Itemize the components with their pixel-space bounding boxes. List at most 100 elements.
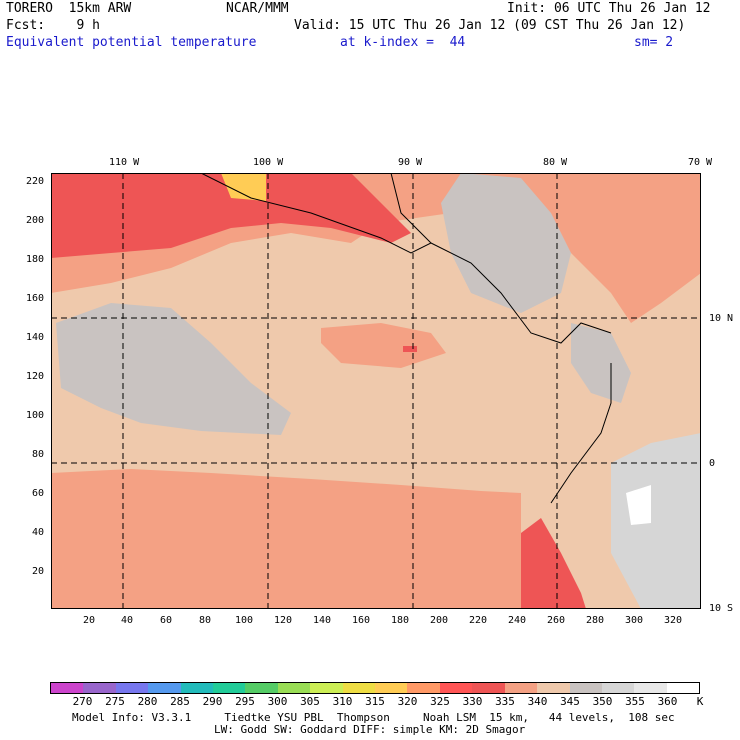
colorbar-swatch: [375, 683, 408, 693]
colorbar-swatch: [51, 683, 84, 693]
lat-label: 0: [709, 458, 716, 469]
colorbar-label: 300: [267, 695, 288, 708]
y-tick: 180: [26, 254, 45, 265]
valid-time: Valid: 15 UTC Thu 26 Jan 12 (09 CST Thu …: [294, 18, 686, 33]
x-tick: 200: [430, 615, 449, 626]
colorbar-label: 350: [592, 695, 613, 708]
colorbar-label: 360: [657, 695, 678, 708]
institution-label: NCAR/MMM: [226, 1, 289, 16]
colorbar-label: 275: [105, 695, 125, 708]
colorbar-swatch: [569, 683, 602, 693]
y-tick: 20: [32, 566, 45, 577]
colorbar-label: 305: [300, 695, 320, 708]
lat-label: 10 N: [709, 313, 734, 324]
field-340-south: [51, 469, 521, 609]
colorbar-swatch: [537, 683, 570, 693]
field-330-mexico: [51, 173, 411, 258]
lon-label: 110 W: [109, 157, 140, 168]
model-title: TORERO 15km ARW: [6, 1, 132, 16]
colorbar-swatch: [310, 683, 343, 693]
colorbar-label: 355: [625, 695, 645, 708]
coastline-south-america: [550, 363, 612, 504]
colorbar-label: 345: [560, 695, 580, 708]
coastline-central-america: [430, 242, 612, 344]
x-tick: 260: [547, 615, 566, 626]
x-tick: 40: [121, 615, 134, 626]
colorbar-swatch: [245, 683, 278, 693]
y-tick: 100: [26, 410, 45, 421]
field-330-spot: [403, 346, 417, 352]
field-340-central: [321, 323, 446, 368]
field-345-west: [56, 303, 291, 435]
lon-label: 80 W: [543, 157, 568, 168]
field-320-peak: [221, 173, 266, 201]
x-tick: 320: [664, 615, 683, 626]
y-tick: 120: [26, 371, 45, 382]
colorbar-swatch: [342, 683, 376, 693]
y-tick: 60: [32, 488, 45, 499]
colorbar-label: 295: [235, 695, 255, 708]
colorbar-swatch: [472, 683, 505, 693]
smoothing-label: sm= 2: [634, 35, 674, 50]
x-tick: 80: [199, 615, 212, 626]
colorbar-label: 270: [72, 695, 93, 708]
level-label: at k-index = 44: [340, 35, 466, 50]
colorbar-label: 310: [332, 695, 353, 708]
field-350-andes: [611, 433, 701, 609]
x-tick: 100: [235, 615, 254, 626]
x-tick: 140: [313, 615, 332, 626]
field-360-white: [626, 485, 651, 525]
field-345-east: [571, 323, 631, 403]
colorbar-swatch: [407, 683, 440, 693]
x-tick: 240: [508, 615, 527, 626]
colorbar-swatch: [601, 683, 635, 693]
colorbar-swatch: [180, 683, 214, 693]
x-tick: 20: [83, 615, 96, 626]
coastline-mexico: [200, 173, 432, 254]
colorbar-swatch: [634, 683, 667, 693]
x-tick: 300: [625, 615, 644, 626]
y-tick: 80: [32, 449, 45, 460]
field-330-peru: [521, 518, 586, 609]
lon-label: 100 W: [253, 157, 284, 168]
colorbar-label: 315: [365, 695, 385, 708]
colorbar-label: 285: [170, 695, 190, 708]
lat-label: 10 S: [709, 603, 734, 614]
colorbar-swatch: [83, 683, 116, 693]
y-tick: 160: [26, 293, 45, 304]
y-tick: 40: [32, 527, 45, 538]
colorbar-unit: K: [696, 695, 704, 708]
colorbar-label: 325: [430, 695, 450, 708]
y-tick: 220: [26, 176, 45, 187]
x-tick: 220: [469, 615, 488, 626]
colorbar-label: 320: [397, 695, 418, 708]
forecast-hour: Fcst: 9 h: [6, 18, 100, 33]
x-tick: 180: [391, 615, 410, 626]
colorbar-swatch: [213, 683, 246, 693]
physics-info: LW: Godd SW: Goddard DIFF: simple KM: 2D…: [214, 723, 526, 736]
y-tick: 200: [26, 215, 45, 226]
lon-label: 90 W: [398, 157, 423, 168]
theta-e-map: [51, 173, 701, 609]
colorbar-swatch: [115, 683, 149, 693]
map-frame: [51, 173, 701, 609]
colorbar-label: 280: [137, 695, 158, 708]
colorbar-label: 330: [462, 695, 483, 708]
field-name: Equivalent potential temperature: [6, 35, 257, 50]
colorbar-swatch: [148, 683, 181, 693]
colorbar: [50, 682, 700, 694]
field-345-north: [441, 173, 571, 313]
colorbar-label: 340: [527, 695, 548, 708]
colorbar-swatch: [666, 683, 700, 693]
colorbar-swatch: [439, 683, 473, 693]
colorbar-label: 290: [202, 695, 223, 708]
model-info: Model Info: V3.3.1 Tiedtke YSU PBL Thomp…: [72, 711, 675, 724]
x-tick: 60: [160, 615, 173, 626]
init-time: Init: 06 UTC Thu 26 Jan 12: [507, 1, 711, 16]
colorbar-swatch: [277, 683, 311, 693]
colorbar-label: 335: [495, 695, 515, 708]
x-tick: 160: [352, 615, 371, 626]
lon-label: 70 W: [688, 157, 713, 168]
y-tick: 140: [26, 332, 45, 343]
x-tick: 120: [274, 615, 293, 626]
